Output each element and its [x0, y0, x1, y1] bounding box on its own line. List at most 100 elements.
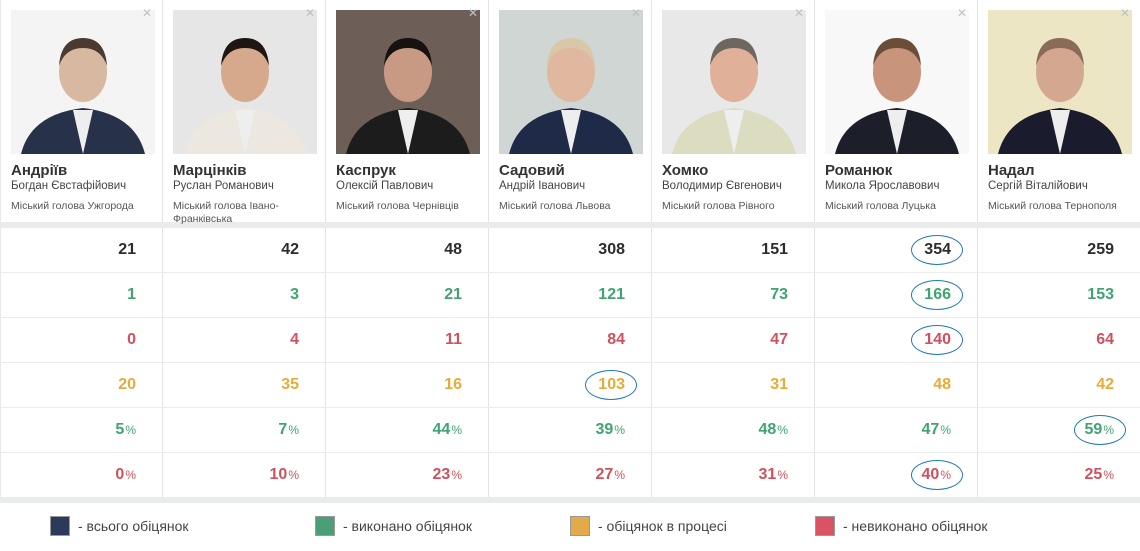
table-cell: 0%	[0, 453, 163, 497]
mayor-card[interactable]: ✕ Садовий Андрій Іванович Міський голова…	[489, 0, 652, 222]
table-row-failed-pct: 0% 10% 23% 27% 31% 40% 25%	[0, 453, 1140, 497]
table-cell: 48	[815, 363, 978, 407]
mayor-card[interactable]: ✕ Андріїв Богдан Євстафійович Міський го…	[0, 0, 163, 222]
close-icon[interactable]: ✕	[467, 6, 478, 20]
legend-swatch	[570, 516, 590, 536]
table-cell: 48	[326, 228, 489, 272]
percent-sign: %	[940, 468, 951, 482]
table-cell: 23%	[326, 453, 489, 497]
cell-value: 151	[761, 241, 788, 258]
close-icon[interactable]: ✕	[141, 6, 152, 20]
cell-value: 39	[595, 421, 614, 438]
table-cell: 42	[163, 228, 326, 272]
table-cell: 47	[652, 318, 815, 362]
mayor-card[interactable]: ✕ Романюк Микола Ярославович Міський гол…	[815, 0, 978, 222]
close-icon[interactable]: ✕	[1119, 6, 1130, 20]
percent-sign: %	[288, 423, 299, 437]
percent-sign: %	[614, 468, 625, 482]
mayor-given-name: Богдан Євстафійович	[11, 180, 127, 192]
mayor-role: Міський голова Рівного	[662, 200, 775, 212]
mayor-given-name: Андрій Іванович	[499, 180, 586, 192]
cell-value: 1	[127, 286, 136, 303]
table-cell: 103	[489, 363, 652, 407]
mayor-given-name: Олексій Павлович	[336, 180, 434, 192]
legend-swatch	[315, 516, 335, 536]
cell-value: 21	[444, 286, 462, 303]
mayor-photo	[336, 10, 480, 154]
legend-label: - невиконано обіцянок	[843, 518, 988, 534]
mayor-card[interactable]: ✕ Каспрук Олексій Павлович Міський голов…	[326, 0, 489, 222]
cell-value: 21	[118, 241, 136, 258]
cell-value: 153	[1087, 286, 1114, 303]
mayors-comparison-grid: ✕ Андріїв Богдан Євстафійович Міський го…	[0, 0, 1140, 503]
mayor-card[interactable]: ✕ Марцінків Руслан Романович Міський гол…	[163, 0, 326, 225]
legend-label: - виконано обіцянок	[343, 518, 472, 534]
close-icon[interactable]: ✕	[630, 6, 641, 20]
mayor-role: Міський голова Тернополя	[988, 200, 1117, 212]
cell-value: 47	[770, 331, 788, 348]
table-cell: 31%	[652, 453, 815, 497]
table-cell: 7%	[163, 408, 326, 452]
table-cell: 21	[0, 228, 163, 272]
close-icon[interactable]: ✕	[793, 6, 804, 20]
table-cell: 11	[326, 318, 489, 362]
table-cell: 27%	[489, 453, 652, 497]
mayor-photo	[11, 10, 155, 154]
cell-value: 48	[758, 421, 777, 438]
cell-value: 7	[278, 421, 288, 438]
mayor-surname: Хомко	[662, 162, 709, 179]
mayor-card[interactable]: ✕ Хомко Володимир Євгенович Міський голо…	[652, 0, 815, 222]
table-cell: 47%	[815, 408, 978, 452]
table-row-done-pct: 5% 7% 44% 39% 48% 47% 59%	[0, 408, 1140, 453]
mayor-role: Міський голова Луцька	[825, 200, 936, 212]
cell-value: 64	[1096, 331, 1114, 348]
cell-value: 121	[598, 286, 625, 303]
table-cell: 59%	[978, 408, 1140, 452]
cell-value: 31	[758, 466, 777, 483]
table-cell: 151	[652, 228, 815, 272]
table-cell: 4	[163, 318, 326, 362]
close-icon[interactable]: ✕	[304, 6, 315, 20]
cell-value: 5	[115, 421, 125, 438]
promises-table: 21 42 48 308 151 354 259 1 3 21 121 73 166 153 0 4 11 84 4…	[0, 228, 1140, 503]
cell-value: 59	[1084, 421, 1103, 438]
percent-sign: %	[1103, 423, 1114, 437]
legend-item: - невиконано обіцянок	[815, 512, 987, 540]
portrait-image	[173, 10, 317, 154]
cell-value: 308	[598, 241, 625, 258]
cell-value: 354	[924, 241, 951, 258]
mayor-card[interactable]: ✕ Надал Сергій Віталійович Міський голов…	[978, 0, 1140, 222]
mayor-surname: Садовий	[499, 162, 565, 179]
close-icon[interactable]: ✕	[956, 6, 967, 20]
table-cell: 308	[489, 228, 652, 272]
table-cell: 25%	[978, 453, 1140, 497]
table-cell: 40%	[815, 453, 978, 497]
portrait-image	[825, 10, 969, 154]
mayor-role: Міський голова Львова	[499, 200, 611, 212]
cell-value: 0	[115, 466, 125, 483]
table-cell: 153	[978, 273, 1140, 317]
cell-value: 25	[1084, 466, 1103, 483]
legend-item: - виконано обіцянок	[315, 512, 472, 540]
cell-value: 42	[281, 241, 299, 258]
cell-value: 84	[607, 331, 625, 348]
table-cell: 5%	[0, 408, 163, 452]
percent-sign: %	[1103, 468, 1114, 482]
mayor-photo	[662, 10, 806, 154]
portrait-image	[11, 10, 155, 154]
mayor-surname: Марцінків	[173, 162, 247, 179]
cell-value: 4	[290, 331, 299, 348]
mayor-cards-row: ✕ Андріїв Богдан Євстафійович Міський го…	[0, 0, 1140, 228]
table-cell: 0	[0, 318, 163, 362]
mayor-photo	[825, 10, 969, 154]
cell-value: 166	[924, 286, 951, 303]
percent-sign: %	[125, 423, 136, 437]
table-cell: 121	[489, 273, 652, 317]
table-cell: 259	[978, 228, 1140, 272]
percent-sign: %	[451, 423, 462, 437]
table-cell: 64	[978, 318, 1140, 362]
table-cell: 39%	[489, 408, 652, 452]
table-cell: 42	[978, 363, 1140, 407]
cell-value: 10	[269, 466, 288, 483]
mayor-surname: Надал	[988, 162, 1035, 179]
